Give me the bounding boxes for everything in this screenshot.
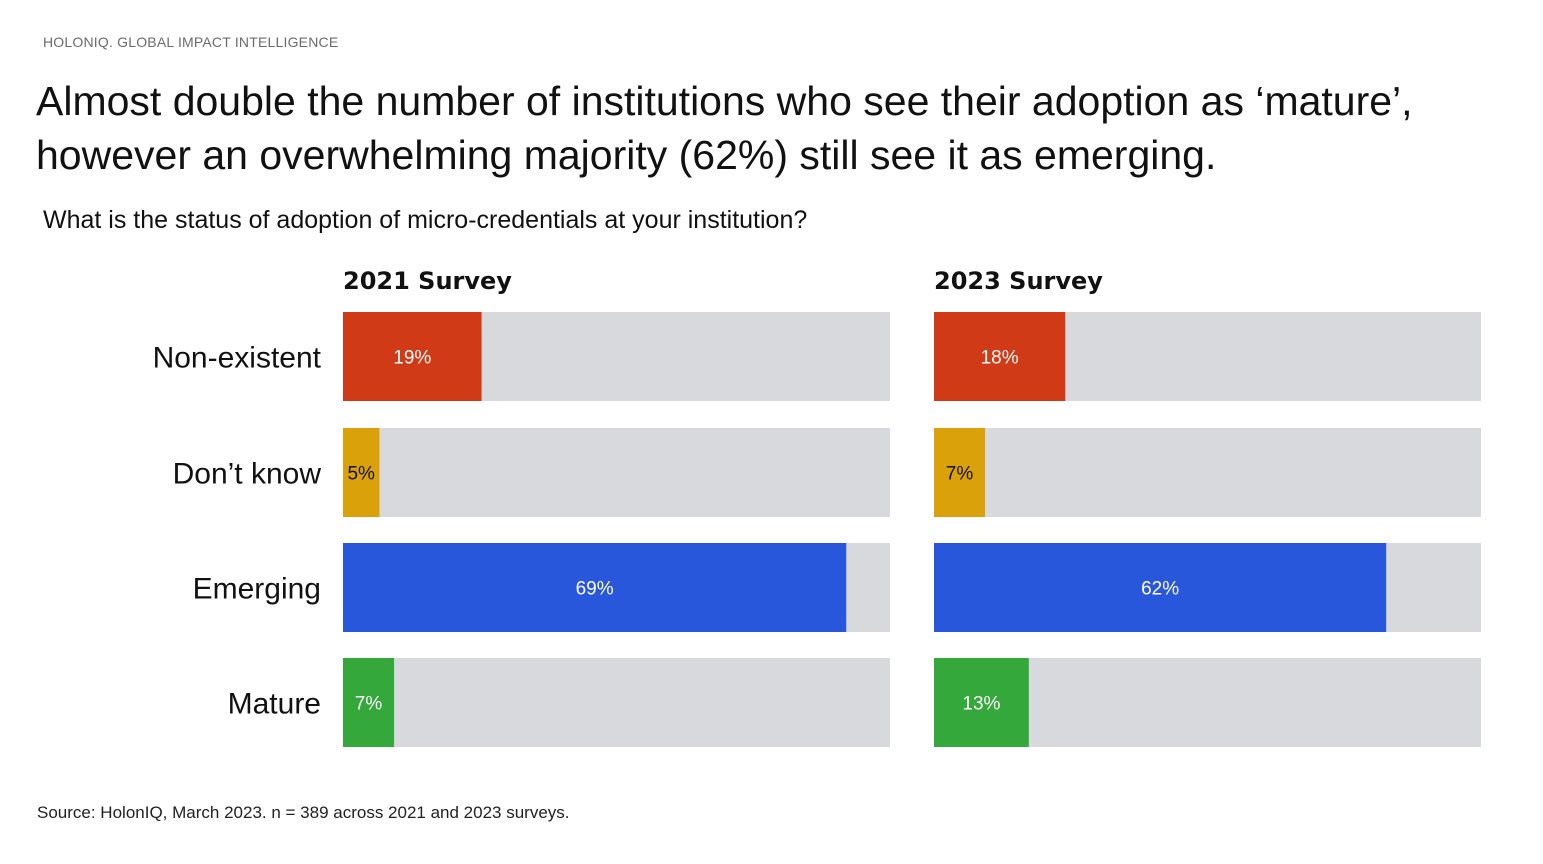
data-label: 7% xyxy=(946,464,974,485)
data-label: 62% xyxy=(1141,579,1179,600)
bar xyxy=(934,428,986,517)
data-label: 13% xyxy=(962,694,1000,715)
category-label: Don’t know xyxy=(173,458,322,491)
category-label: Non-existent xyxy=(153,342,322,375)
bar xyxy=(934,543,1387,632)
category-label: Mature xyxy=(228,688,321,721)
bar xyxy=(343,312,482,401)
data-label: 19% xyxy=(393,348,431,369)
bar xyxy=(934,312,1066,401)
bar-track xyxy=(934,428,1481,517)
bar xyxy=(343,543,847,632)
data-label: 7% xyxy=(355,694,383,715)
bar-track xyxy=(343,428,890,517)
bar xyxy=(934,658,1029,747)
category-label: Emerging xyxy=(193,573,321,606)
data-label: 69% xyxy=(576,579,614,600)
page-title: Almost double the number of institutions… xyxy=(36,78,1413,178)
bar xyxy=(343,658,395,747)
bar xyxy=(343,428,380,517)
data-label: 18% xyxy=(981,348,1019,369)
panel-title: 2021 Survey xyxy=(343,267,512,295)
brand-label: HOLONIQ. GLOBAL IMPACT INTELLIGENCE xyxy=(43,34,339,50)
panel-title: 2023 Survey xyxy=(934,267,1103,295)
chart-subtitle: What is the status of adoption of micro-… xyxy=(43,206,808,234)
source-note: Source: HolonIQ, March 2023. n = 389 acr… xyxy=(37,803,570,822)
data-label: 5% xyxy=(347,464,375,485)
bar-track xyxy=(343,658,890,747)
